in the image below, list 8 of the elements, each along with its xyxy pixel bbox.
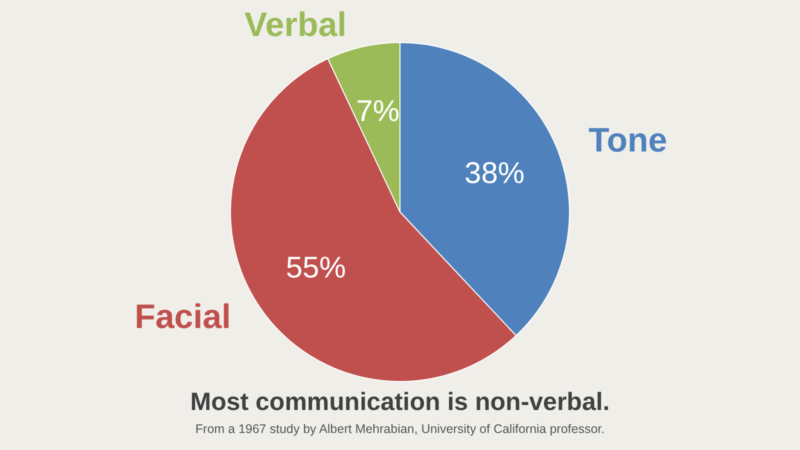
slice-label: Tone: [588, 121, 668, 160]
data-label: 7%: [356, 95, 400, 128]
slice-label: Verbal: [244, 6, 347, 44]
text: From a 1967 study by Albert Mehrabian, University of California professor.: [194, 422, 606, 436]
data-label: 55%: [286, 251, 346, 284]
text: Most communication is non-verbal.: [189, 388, 611, 417]
slice-label: Facial: [134, 298, 231, 336]
data-label: 38%: [464, 156, 525, 190]
